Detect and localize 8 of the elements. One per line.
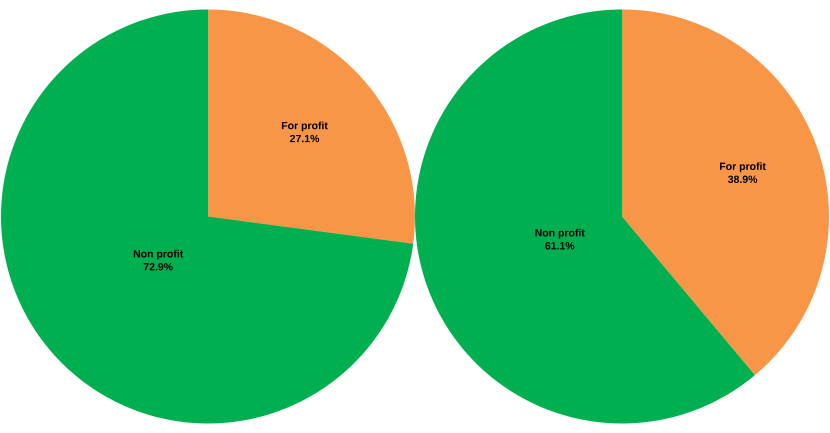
data-label: 38.9% (728, 176, 758, 184)
slice-label: For profit (282, 122, 328, 132)
slice-label: For profit (720, 162, 766, 172)
data-label: 61.1% (545, 242, 574, 250)
data-label: 27.1% (290, 134, 320, 142)
data-label: 72.9% (144, 263, 173, 271)
slice-label: Non profit (134, 250, 184, 260)
slice-label: Non profit (535, 228, 585, 239)
